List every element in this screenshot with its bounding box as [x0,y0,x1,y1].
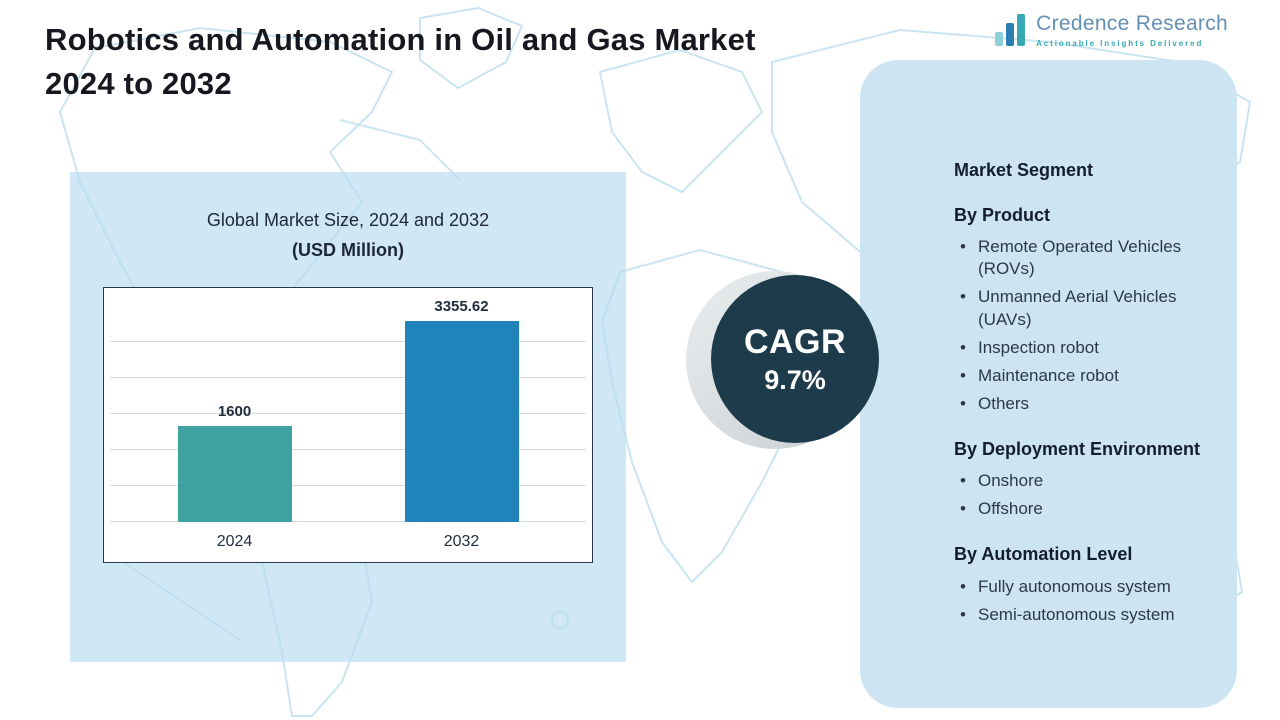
list-item: Semi-autonomous system [954,604,1209,626]
chart-title-line1: Global Market Size, 2024 and 2032 [206,210,490,230]
bar-group-2024: 1600 2024 [177,288,292,562]
bar-value-label: 1600 [217,403,252,420]
list-item: Others [954,393,1209,415]
cagr-label: CAGR [743,322,847,361]
segment-heading: Market Segment [954,160,1094,180]
segment-group-product: By Product Remote Operated Vehicles (ROV… [954,203,1209,415]
market-segment-panel: Market Segment By Product Remote Operate… [860,60,1237,708]
list-item: Unmanned Aerial Vehicles (UAVs) [954,286,1209,330]
list-item: Maintenance robot [954,365,1209,387]
segment-list-product: Remote Operated Vehicles (ROVs) Unmanned… [954,236,1209,415]
list-item: Offshore [954,498,1209,520]
bar-group-2032: 3355.62 2032 [404,288,519,562]
bar-category-label: 2032 [443,533,480,550]
segment-list-automation: Fully autonomous system Semi-autonomous … [954,576,1209,626]
segment-group-automation: By Automation Level Fully autonomous sys… [954,542,1209,626]
chart-panel: Global Market Size, 2024 and 2032 (USD M… [70,172,626,662]
segment-group-title: By Automation Level [954,544,1133,565]
segment-group-deployment: By Deployment Environment Onshore Offsho… [954,437,1209,521]
brand-name: Credence Research [1036,12,1228,35]
bar-value-label: 3355.62 [434,298,489,315]
brand-tagline: Actionable Insights Delivered [1036,39,1204,48]
bar-chart-logo-icon [995,14,1026,46]
bar-chart: 1600 2024 3355.62 2032 [103,287,593,563]
bar-category-label: 2024 [216,533,253,550]
chart-title: Global Market Size, 2024 and 2032 (USD M… [70,210,626,261]
list-item: Remote Operated Vehicles (ROVs) [954,236,1209,280]
segment-group-title: By Product [954,205,1051,225]
cagr-value: 9.7% [764,364,826,395]
segment-list-deployment: Onshore Offshore [954,470,1209,520]
brand-logo: Credence Research Actionable Insights De… [993,12,1228,48]
list-item: Onshore [954,470,1209,492]
list-item: Inspection robot [954,337,1209,359]
list-item: Fully autonomous system [954,576,1209,598]
bar-2024 [177,426,292,522]
bar-2032 [404,321,519,522]
page-title: Robotics and Automation in Oil and Gas M… [45,22,756,102]
cagr-badge: CAGR 9.7% [711,275,879,443]
chart-title-line2: (USD Million) [292,240,404,260]
segment-group-title: By Deployment Environment [954,438,1201,459]
